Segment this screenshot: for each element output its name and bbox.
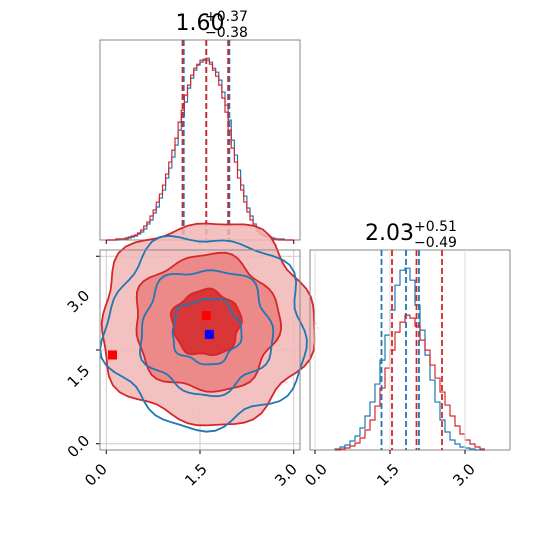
panel-1-title-plus: +0.37 (205, 9, 248, 25)
tick-label: 0.0 (81, 460, 111, 490)
panel-frame (99, 39, 301, 241)
tick-label: 1.5 (373, 460, 403, 490)
tick-label: 3.0 (64, 287, 94, 317)
histogram-panel-top (99, 39, 301, 244)
histogram-series-0 (334, 267, 485, 451)
blue-contour (171, 298, 243, 366)
panel-3-title: 2.03 (365, 221, 414, 246)
marker-square (108, 350, 117, 360)
sample-point (283, 258, 286, 261)
tick-label: 1.5 (64, 362, 94, 392)
tick-label: 0.0 (301, 460, 331, 490)
histogram-series-1 (106, 58, 294, 241)
contour-panel-bottom-left (96, 222, 319, 454)
bottom-left-xticks: 0.0 1.5 3.0 (81, 460, 301, 490)
sample-point (315, 322, 317, 325)
histogram-panel-bottom-right (309, 249, 511, 454)
panel-frame (99, 249, 301, 451)
marker-square (201, 311, 211, 321)
panel-1-title: 1.60 (176, 11, 225, 36)
panel-3-title-minus: −0.49 (414, 235, 457, 251)
blue-contour (139, 269, 275, 398)
sample-point (317, 327, 319, 329)
bottom-right-xticks: 0.0 1.5 3.0 (301, 460, 479, 490)
tick-label: 3.0 (271, 460, 301, 490)
tick-label: 0.0 (64, 432, 94, 462)
histogram-series-0 (106, 57, 294, 241)
sample-point (288, 255, 291, 258)
tick-label: 3.0 (449, 460, 479, 490)
histogram-series-1 (335, 314, 485, 451)
panel-1-title-minus: −0.38 (205, 25, 248, 41)
marker-square (204, 329, 214, 339)
bottom-left-yticks: 0.0 1.5 3.0 (64, 287, 94, 462)
blue-contour (99, 234, 308, 433)
panel-frame (309, 249, 511, 451)
tick-label: 1.5 (181, 460, 211, 490)
sample-point (286, 381, 288, 384)
panel-3-title-plus: +0.51 (414, 219, 457, 235)
